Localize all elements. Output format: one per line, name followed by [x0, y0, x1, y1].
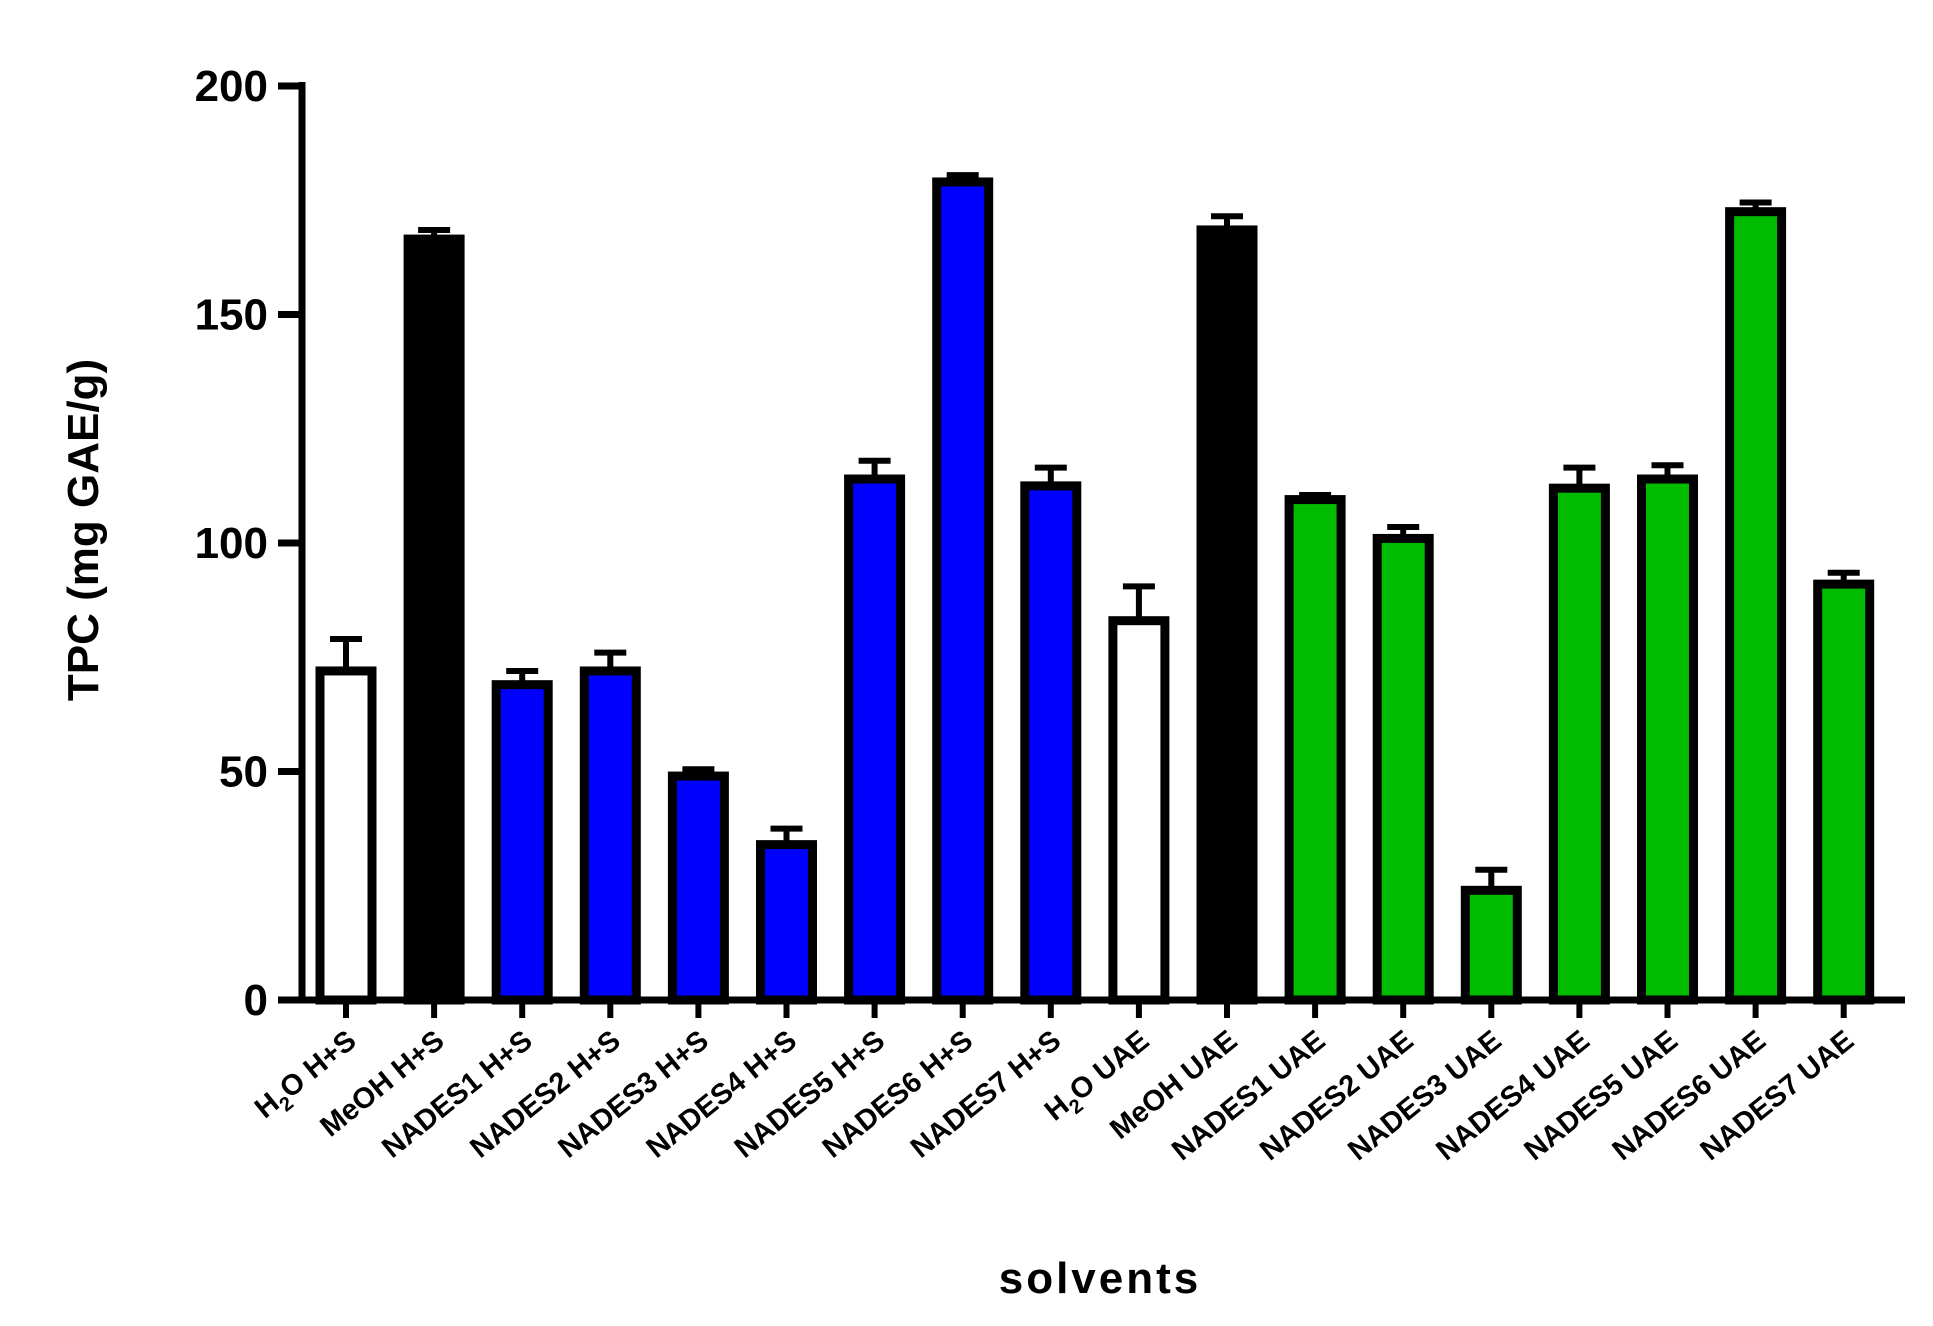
y-tick-label: 150 — [195, 291, 268, 340]
y-axis: 0 50 100 150 200 — [195, 62, 306, 1025]
x-axis-title: solvents — [999, 1254, 1202, 1303]
bar — [1813, 579, 1875, 1005]
bar — [1548, 483, 1610, 1005]
bar — [1108, 616, 1170, 1005]
x-tick-label: NADES3 UAE — [1342, 1025, 1507, 1168]
bar — [579, 666, 641, 1005]
x-axis — [298, 996, 1905, 1018]
x-tick-label: NADES1 H+S — [376, 1025, 538, 1165]
bar — [1637, 474, 1698, 1005]
bar — [1460, 885, 1522, 1005]
bar — [1196, 225, 1258, 1005]
bar — [1020, 481, 1082, 1005]
y-tick-label: 50 — [219, 748, 268, 797]
x-tick-label: NADES5 UAE — [1518, 1025, 1683, 1168]
bar — [403, 234, 465, 1005]
x-tick-label: NADES6 H+S — [817, 1025, 979, 1165]
x-tick-label: NADES6 UAE — [1607, 1025, 1772, 1168]
y-axis-title: TPC (mg GAE/g) — [59, 359, 108, 701]
x-tick-label: NADES4 UAE — [1430, 1025, 1595, 1168]
x-tick-label: NADES3 H+S — [553, 1025, 715, 1165]
bar — [1725, 207, 1787, 1005]
x-tick-label: NADES1 UAE — [1166, 1025, 1331, 1168]
bar — [315, 666, 377, 1005]
y-tick-label: 200 — [195, 62, 268, 111]
bar — [667, 771, 729, 1005]
bar — [844, 474, 906, 1005]
x-tick-label: NADES7 H+S — [905, 1025, 1067, 1165]
bars-group — [315, 177, 1875, 1005]
bar — [1284, 495, 1346, 1005]
x-tick-label: NADES7 UAE — [1695, 1025, 1860, 1168]
x-tick-label: NADES2 H+S — [464, 1025, 626, 1165]
error-bars-group — [330, 172, 1860, 891]
x-tick-label: NADES5 H+S — [729, 1025, 891, 1165]
x-tick-label: NADES4 H+S — [641, 1025, 803, 1165]
bar — [756, 840, 817, 1005]
bar — [1372, 533, 1434, 1005]
y-tick-label: 100 — [195, 519, 268, 568]
y-tick-label: 0 — [244, 976, 268, 1025]
bar — [491, 680, 553, 1005]
x-tick-label: NADES2 UAE — [1254, 1025, 1419, 1168]
bar — [932, 177, 994, 1005]
